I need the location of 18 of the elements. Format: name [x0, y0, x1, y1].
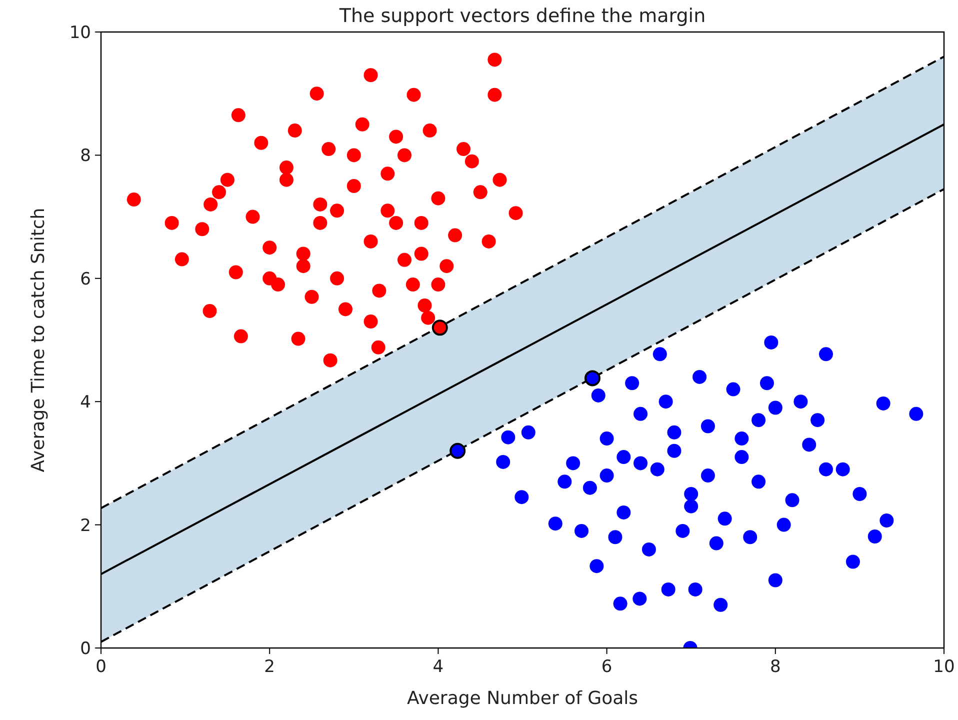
- x-tick-label: 8: [770, 657, 781, 677]
- x-tick-label: 6: [601, 657, 612, 677]
- y-axis-title: Average Time to catch Snitch: [28, 208, 49, 472]
- y-tick-label: 8: [80, 146, 91, 166]
- x-tick-label: 4: [432, 657, 444, 677]
- point: [450, 442, 466, 459]
- x-axis-title: Average Number of Goals: [406, 688, 638, 709]
- y-tick-label: 10: [69, 22, 91, 43]
- x-tick-label: 2: [264, 657, 276, 677]
- y-tick-label: 2: [80, 516, 91, 536]
- point: [432, 320, 448, 336]
- y-tick-label: 4: [80, 392, 91, 413]
- y-tick-label: 0: [80, 638, 91, 659]
- y-tick-label: 6: [80, 269, 91, 290]
- point: [584, 370, 600, 386]
- x-tick-label: 0: [96, 657, 106, 677]
- chart-title: The support vectors define the margin: [338, 5, 706, 27]
- x-tick-label: 10: [933, 657, 955, 677]
